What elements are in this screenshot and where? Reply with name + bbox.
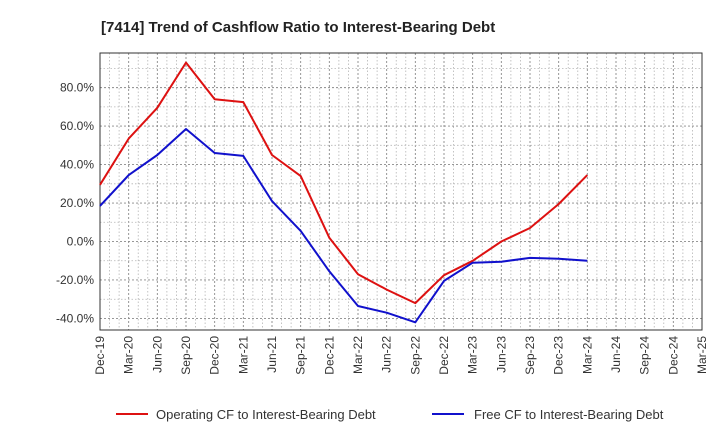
x-tick-label: Sep-21	[294, 336, 308, 375]
x-tick-label: Mar-23	[466, 336, 480, 374]
x-tick-label: Dec-21	[322, 336, 336, 375]
series-line-2	[99, 128, 588, 324]
y-tick-label: 80.0%	[60, 81, 94, 95]
x-tick-label: Dec-20	[208, 336, 222, 375]
x-tick-label: Dec-23	[552, 336, 566, 375]
x-tick-label: Sep-24	[638, 336, 652, 375]
legend: Operating CF to Interest-Bearing Debt Fre…	[116, 407, 664, 422]
x-tick-label: Jun-24	[609, 336, 623, 373]
plot-area: Dec-19 Mar-20 Jun-20 Sep-20 Dec-20 Mar-21 Jun-…	[56, 52, 709, 375]
x-tick-label: Mar-24	[580, 336, 594, 374]
x-tick-label: Sep-23	[523, 336, 537, 375]
x-tick-label: Sep-20	[179, 336, 193, 375]
legend-label-1: Operating CF to Interest-Bearing Debt	[156, 407, 376, 422]
x-tick-label: Jun-20	[150, 336, 164, 373]
x-tick-label: Mar-22	[351, 336, 365, 374]
y-tick-label: 40.0%	[60, 158, 94, 172]
y-tick-label: -40.0%	[56, 311, 94, 325]
x-tick-label: Jun-22	[380, 336, 394, 373]
x-tick-label: Mar-20	[122, 336, 136, 374]
x-tick-label: Dec-19	[93, 336, 107, 375]
x-tick-label: Jun-21	[265, 336, 279, 373]
x-tick-label: Dec-24	[666, 336, 680, 375]
y-tick-label: 20.0%	[60, 196, 94, 210]
x-tick-label: Dec-22	[437, 336, 451, 375]
x-tick-label: Jun-23	[494, 336, 508, 373]
legend-label-2: Free CF to Interest-Bearing Debt	[474, 407, 664, 422]
x-tick-label: Mar-25	[695, 336, 709, 374]
x-tick-label: Sep-22	[408, 336, 422, 375]
y-tick-label: 60.0%	[60, 119, 94, 133]
y-tick-label: 0.0%	[67, 235, 95, 249]
y-tick-label: -20.0%	[56, 273, 94, 287]
plot-border	[99, 52, 703, 331]
x-tick-label: Mar-21	[236, 336, 250, 374]
chart-title: [7414] Trend of Cashflow Ratio to Intere…	[101, 19, 495, 36]
series-line-1	[99, 61, 589, 305]
